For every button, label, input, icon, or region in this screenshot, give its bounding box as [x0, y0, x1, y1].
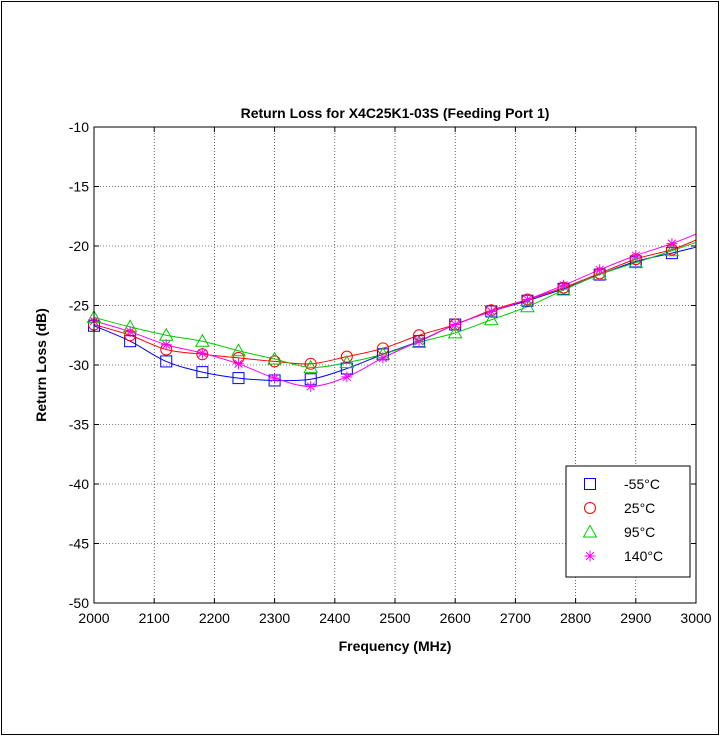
data-point [447, 325, 463, 339]
legend-label: 140°C [624, 548, 663, 564]
data-point [594, 264, 606, 276]
x-tick-label: 2100 [139, 610, 170, 626]
data-point [196, 366, 209, 379]
data-point [232, 358, 244, 370]
data-point [339, 355, 355, 369]
data-point [483, 312, 499, 326]
x-tick-label: 3000 [680, 610, 711, 626]
legend-box [565, 465, 691, 578]
data-point [556, 282, 571, 296]
data-point [160, 355, 173, 368]
data-point [558, 279, 570, 291]
y-tick-labels: -10 -15 -20 -25 -30 -35 -40 -45 -50 [69, 119, 89, 611]
data-point [124, 326, 136, 338]
y-tick-label: -35 [69, 417, 89, 433]
x-tick-label: 2500 [379, 610, 410, 626]
y-tick-label: -25 [69, 298, 89, 314]
legend-item: 95°C [582, 524, 655, 540]
data-point [195, 333, 210, 347]
x-tick-label: 2300 [259, 610, 290, 626]
data-point [592, 267, 608, 281]
data-point [377, 352, 389, 364]
data-point [485, 305, 497, 317]
data-point [303, 359, 319, 373]
legend-label: 95°C [624, 524, 655, 540]
data-point [267, 351, 282, 365]
x-tick-label: 2200 [199, 610, 230, 626]
data-point [630, 250, 642, 262]
data-point [413, 335, 425, 347]
data-point [160, 339, 172, 351]
data-point [304, 357, 317, 370]
data-point [340, 350, 353, 363]
legend-label: -55°C [624, 476, 660, 492]
legend-item: -55°C [584, 476, 660, 492]
axis-ticks [93, 126, 697, 604]
legend-marker [584, 550, 596, 562]
legend-item: 25°C [584, 500, 655, 516]
data-point [341, 371, 353, 383]
data-point [231, 343, 246, 357]
chart-title: Return Loss for X4C25K1-03S (Feeding Por… [241, 105, 550, 121]
legend-marker [582, 524, 598, 538]
x-tick-label: 2800 [560, 610, 591, 626]
y-tick-label: -20 [69, 238, 89, 254]
data-point [520, 299, 535, 313]
y-tick-label: -10 [69, 119, 89, 135]
data-point [664, 243, 680, 257]
y-tick-label: -40 [69, 476, 89, 492]
x-tick-label: 2600 [440, 610, 471, 626]
data-point [666, 238, 678, 250]
x-tick-label: 2400 [319, 610, 350, 626]
y-axis-label: Return Loss (dB) [33, 308, 49, 422]
data-point [305, 380, 317, 392]
legend-label: 25°C [624, 500, 655, 516]
y-tick-label: -45 [69, 536, 89, 552]
data-point [232, 372, 245, 385]
x-tick-label: 2900 [620, 610, 651, 626]
legend: -55°C 25°C 95°C 140°C [565, 465, 691, 578]
x-axis-label: Frequency (MHz) [339, 638, 452, 654]
legend-marker [584, 478, 596, 490]
data-point [196, 347, 208, 359]
data-point [628, 255, 644, 269]
y-tick-label: -15 [69, 179, 89, 195]
legend-marker [584, 502, 596, 514]
x-tick-label: 2700 [500, 610, 531, 626]
data-point [521, 294, 533, 306]
x-tick-labels: 2000 2100 2200 2300 2400 2500 2600 2700 2800 2900… [78, 610, 711, 626]
y-tick-label: -50 [69, 595, 89, 611]
x-tick-label: 2000 [78, 610, 109, 626]
legend-item: 140°C [584, 548, 663, 564]
data-point [269, 372, 281, 384]
y-tick-label: -30 [69, 357, 89, 373]
data-point [449, 319, 461, 331]
